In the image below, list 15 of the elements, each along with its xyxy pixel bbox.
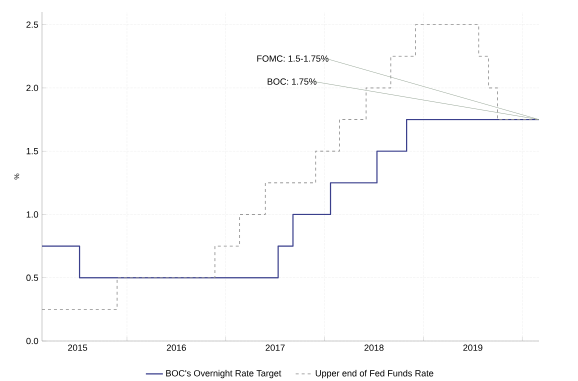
x-tick-label: 2019 (463, 344, 482, 351)
x-tick-label: 2016 (166, 344, 186, 351)
x-tick-label: 2017 (266, 344, 285, 351)
x-tick-label: 2015 (68, 344, 88, 351)
legend-label: Upper end of Fed Funds Rate (316, 370, 434, 378)
y-tick-label: 2.0 (26, 84, 38, 92)
annotation: BOC: 1.75% (268, 78, 316, 85)
y-tick-label: 0.0 (26, 338, 38, 344)
y-tick-label: 1.5 (26, 148, 38, 154)
legend-label: BOC's Overnight Rate Target (166, 370, 282, 378)
y-tick-label: 0.5 (26, 274, 38, 281)
y-tick-label: 2.5 (26, 21, 38, 28)
annotation: FOMC: 1.5-1.75% (257, 55, 328, 62)
y-tick-label: 1.0 (26, 211, 38, 218)
x-tick-label: 2018 (364, 344, 384, 351)
